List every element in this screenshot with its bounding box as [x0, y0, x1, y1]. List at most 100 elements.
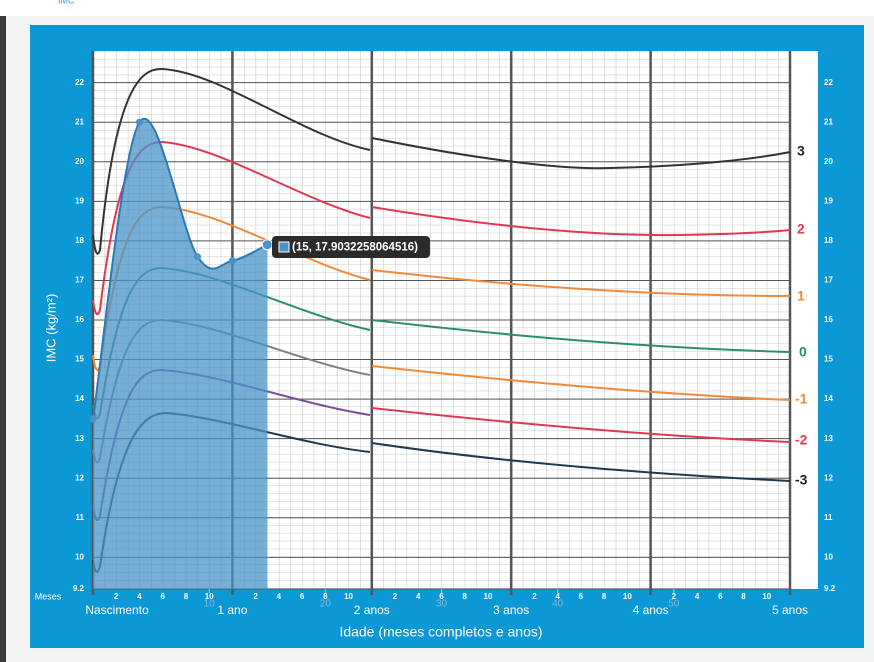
x-tick-label: 20	[320, 599, 332, 610]
area-fill	[93, 118, 268, 589]
y-tick-label: 14	[75, 394, 84, 403]
month-label: 6	[300, 592, 305, 601]
x-axis-title: Idade (meses completos e anos)	[339, 624, 542, 640]
data-point	[261, 239, 273, 251]
y-tick-label: 21	[75, 117, 84, 126]
month-label: 4	[555, 592, 560, 601]
tooltip: (15, 17.9032258064516)	[272, 236, 430, 258]
curve-0	[371, 319, 791, 353]
zscore-label: 3	[797, 143, 805, 159]
month-label: 4	[695, 592, 700, 601]
curve-p3	[371, 137, 791, 170]
month-label: 6	[439, 592, 444, 601]
month-label: 8	[463, 592, 468, 601]
month-label: 6	[718, 592, 723, 601]
zscore-label: -1	[795, 391, 808, 407]
month-label: 2	[114, 592, 119, 601]
y-tick-label-right: 14	[824, 394, 833, 403]
month-label: 4	[416, 592, 421, 601]
month-label: 2	[393, 592, 398, 601]
data-point	[228, 257, 236, 265]
year-label: 5 anos	[772, 603, 808, 617]
curve-m1	[371, 365, 791, 401]
month-label: 10	[762, 592, 771, 601]
y-tick-label: 13	[75, 434, 84, 443]
y-tick-label: 9.2	[73, 584, 85, 593]
tooltip-swatch	[278, 241, 290, 253]
curve-p1	[371, 269, 791, 297]
x-tick-label: 30	[436, 599, 448, 610]
year-label: Nascimento	[85, 603, 149, 617]
zscore-labels: 3 2 1 0 -1 -2 -3	[795, 143, 808, 488]
month-label: 10	[623, 592, 632, 601]
month-label: 8	[184, 592, 189, 601]
zscore-label: -2	[795, 432, 808, 448]
month-label: 10	[484, 592, 493, 601]
y-tick-label-right: 21	[824, 117, 833, 126]
side-strip	[0, 16, 6, 662]
y-tick-label-right: 20	[824, 157, 833, 166]
year-label: 4 anos	[633, 603, 669, 617]
zscore-label: 2	[797, 221, 805, 237]
year-label: 1 ano	[217, 603, 247, 617]
y-tick-label-right: 18	[824, 236, 833, 245]
y-tick-label-right: 12	[824, 473, 833, 482]
y-tick-label-right: 11	[824, 513, 833, 522]
data-point	[135, 118, 143, 126]
month-label: 8	[323, 592, 328, 601]
month-label: 6	[160, 592, 165, 601]
month-label: 6	[579, 592, 584, 601]
data-point	[194, 253, 202, 261]
month-label: 4	[137, 592, 142, 601]
year-label: 2 anos	[354, 603, 390, 617]
y-tick-label-right: 16	[824, 315, 833, 324]
y-tick-label: 16	[75, 315, 84, 324]
y-tick-label: 12	[75, 473, 84, 482]
y-tick-label: 22	[75, 78, 84, 87]
y-axis-title: IMC (kg/m²)	[43, 294, 58, 363]
y-tick-label: 11	[76, 513, 85, 522]
page-title: IMC	[58, 0, 75, 5]
zscore-label: -3	[795, 472, 808, 488]
series	[89, 117, 273, 589]
month-label: 2	[532, 592, 537, 601]
curve-p2	[371, 206, 791, 237]
y-tick-label-right: 13	[824, 434, 833, 443]
month-label: 2	[672, 592, 677, 601]
x-tick-label: 50	[668, 599, 680, 610]
y-tick-label: 19	[75, 196, 84, 205]
y-tick-label: 15	[75, 355, 84, 364]
data-point	[89, 415, 97, 423]
y-tick-label: 18	[75, 236, 84, 245]
month-label: 10	[344, 592, 353, 601]
y-tick-label-right: 9.2	[824, 584, 836, 593]
month-label: 10	[205, 592, 214, 601]
y-tick-label-right: 15	[824, 355, 833, 364]
y-tick-label-right: 19	[824, 196, 833, 205]
year-label: 3 anos	[493, 603, 529, 617]
tooltip-box	[272, 236, 430, 258]
month-label: 4	[277, 592, 282, 601]
month-label: 8	[602, 592, 607, 601]
month-label: 2	[253, 592, 258, 601]
tooltip-text: (15, 17.9032258064516)	[292, 242, 418, 254]
y-tick-label-right: 10	[824, 552, 833, 561]
y-tick-label: 20	[75, 157, 84, 166]
zscore-label: 1	[797, 288, 805, 304]
zscore-label: 0	[799, 344, 807, 360]
x-tick-label: 10	[204, 599, 216, 610]
y-tick-label: 17	[75, 276, 84, 285]
curve-p3	[92, 67, 371, 255]
x-tick-label: 40	[552, 599, 564, 610]
curve-m3	[371, 442, 791, 482]
y-tick-label-right: 17	[824, 276, 833, 285]
top-bar	[0, 0, 874, 16]
period-label: Meses	[35, 591, 62, 601]
y-tick-label: 10	[75, 552, 84, 561]
curve-m2	[371, 407, 791, 443]
y-tick-label-right: 22	[824, 78, 833, 87]
month-label: 8	[741, 592, 746, 601]
